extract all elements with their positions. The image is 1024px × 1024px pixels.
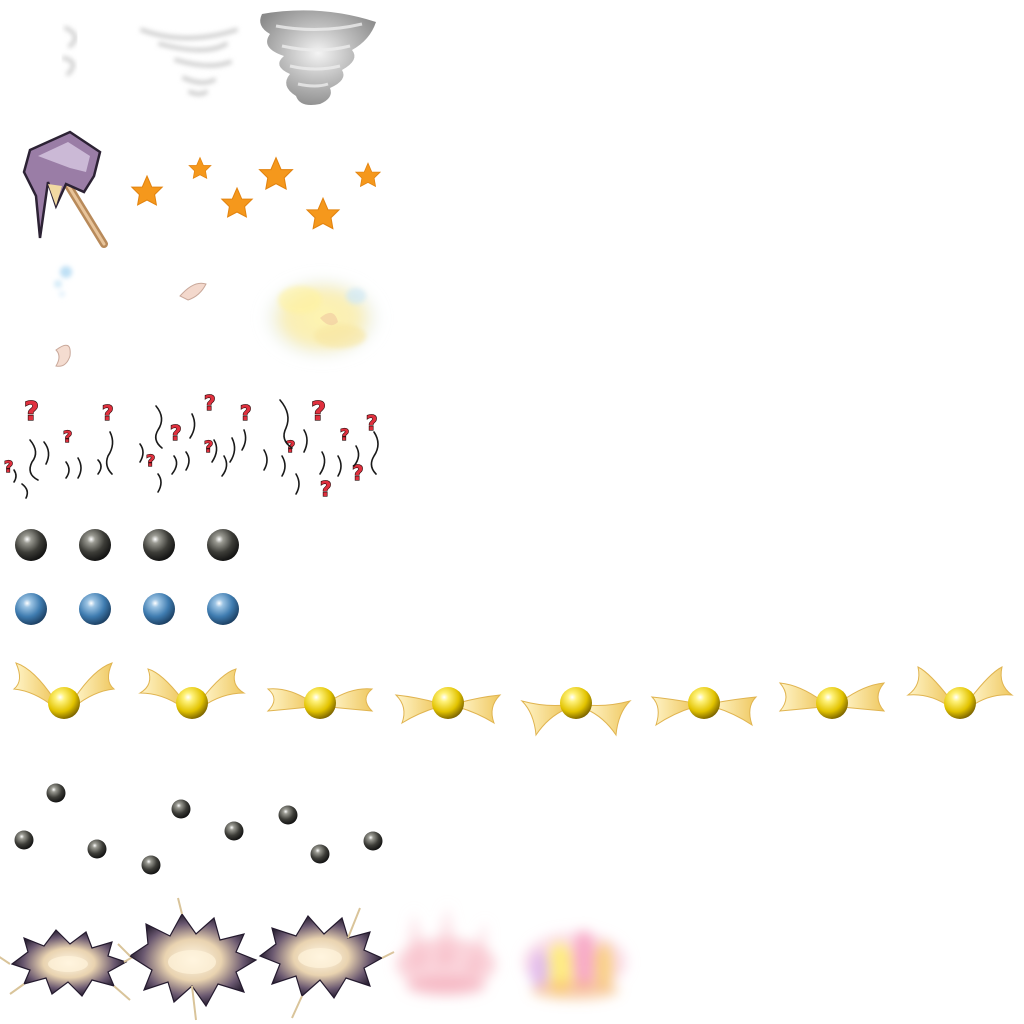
small-dark-orb [171,799,191,819]
question-mark: ? [4,457,13,476]
feather-icon [179,282,207,301]
question-mark: ? [102,401,114,425]
question-frame-1: ? ? ? ? [3,396,114,499]
dark-orb-row [15,529,239,561]
yellow-glow-burst [260,274,384,362]
pink-flame-burst [396,904,496,996]
star-icon [130,174,164,206]
winged-golden-orb-row [12,662,1014,737]
spiky-burst [258,907,395,1019]
spiky-burst [0,929,139,1001]
winged-golden-orb [12,662,116,719]
winged-golden-orb [778,682,886,719]
blue-orb [143,593,175,625]
dark-orb [79,529,111,561]
burst-row [0,897,627,1021]
whirlwind-funnel [260,10,376,105]
spiky-burst [117,897,258,1021]
question-mark: ? [146,451,155,470]
question-mark: ? [204,391,216,415]
hammer-star-row [22,130,382,248]
small-dark-orb [141,855,161,875]
blue-orb [207,593,239,625]
feather-sparkle-row [54,266,384,367]
scattered-orb-row [14,783,383,875]
question-frame-3: ? ? ? ? ? ? [263,396,379,502]
winged-golden-orb [520,687,632,737]
small-dark-orb [363,831,383,851]
dark-orb [143,529,175,561]
dark-orb [207,529,239,561]
star-group [130,156,382,230]
small-dark-orb [14,830,34,850]
star-icon [258,156,294,191]
small-dark-orb [46,783,66,803]
dark-orb [15,529,47,561]
blue-orb-row [15,593,239,625]
star-icon [220,186,254,218]
question-mark: ? [320,477,332,501]
spiked-hammer [22,130,108,248]
winged-golden-orb [906,666,1014,719]
question-mark-row: ? ? ? ? ? ? ? ? ? [3,390,379,502]
blue-orb [79,593,111,625]
feather-icon [55,344,71,367]
blue-sparkle [54,266,72,297]
question-mark: ? [240,401,252,425]
question-mark: ? [170,421,182,445]
question-frame-2: ? ? ? ? ? [139,390,252,493]
winged-golden-orb [394,687,502,725]
winged-golden-orb [138,668,246,719]
small-dark-orb [87,839,107,859]
question-mark: ? [204,437,213,456]
question-mark: ? [340,425,349,444]
wind-wisp-medium [140,28,238,96]
blue-orb [15,593,47,625]
small-dark-orb [278,805,298,825]
question-mark: ? [311,397,326,427]
star-icon [354,162,382,188]
winged-golden-orb [650,687,758,727]
small-dark-orb [224,821,244,841]
question-mark: ? [352,461,364,485]
wind-wisp-small [62,26,78,76]
rainbow-flame-burst [523,930,627,1000]
question-mark: ? [63,427,72,446]
winged-golden-orb [266,687,374,719]
whirlwind-row [62,10,376,105]
question-mark: ? [366,411,378,435]
question-mark: ? [24,397,39,427]
small-dark-orb [310,844,330,864]
star-icon [305,196,341,230]
star-icon [188,156,212,180]
